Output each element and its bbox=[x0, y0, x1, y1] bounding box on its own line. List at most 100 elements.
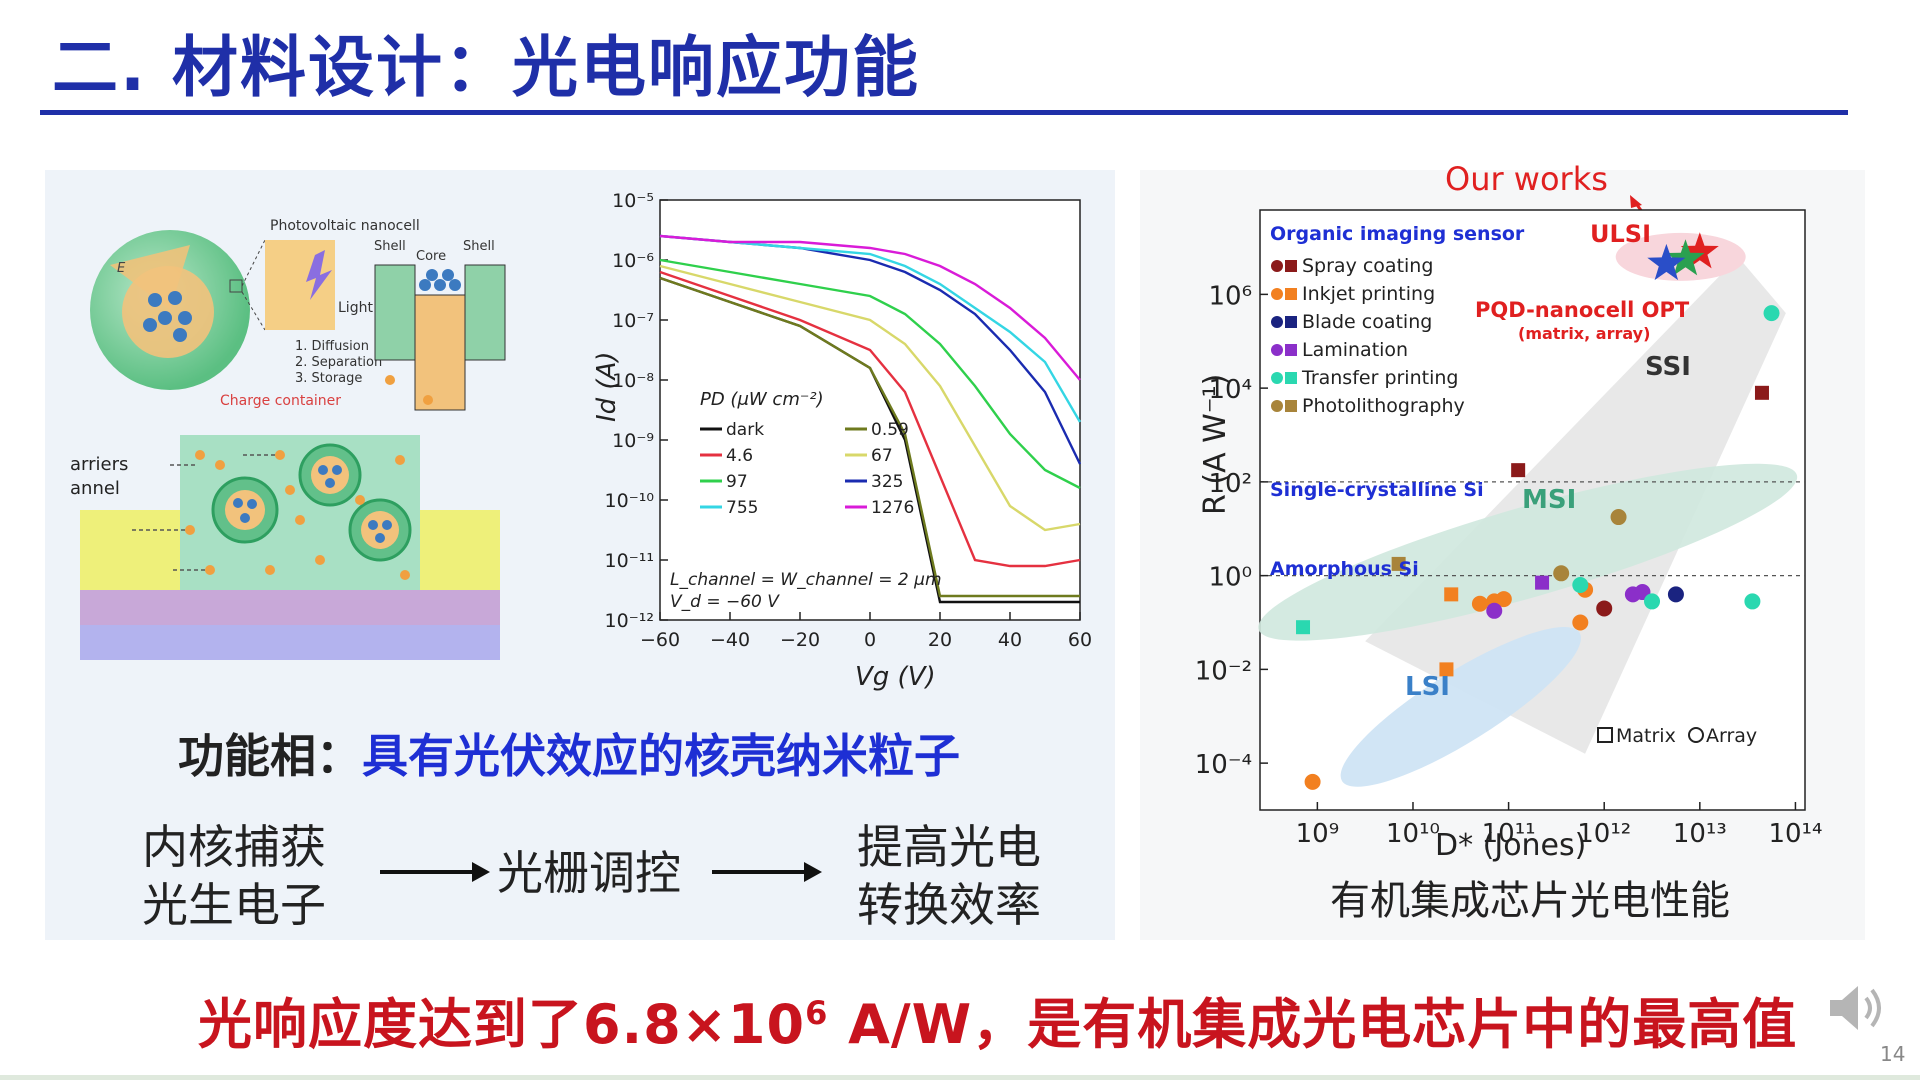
arrow-icon bbox=[380, 862, 490, 882]
y-tick-label: 10⁻⁷ bbox=[612, 310, 654, 332]
transfer-curve-chart: 10⁻⁵ 10⁻⁶ 10⁻⁷ 10⁻⁸ 10⁻⁹ 10⁻¹⁰ 10⁻¹¹ 10⁻¹² −60 −… bbox=[592, 190, 1092, 692]
y-tick-label: 10⁻⁴ bbox=[1195, 750, 1252, 780]
plot-frame bbox=[659, 199, 1081, 621]
nanocell-diagram: E Photovoltaic nanocell Light 1. Diffusi… bbox=[70, 218, 506, 660]
data-point-inkjet-printing bbox=[1471, 595, 1488, 612]
data-point-transfer-printing bbox=[1763, 305, 1780, 322]
pqd-label: PQD-nanocell OPT bbox=[1475, 298, 1690, 322]
series-line-4_6 bbox=[659, 270, 1081, 568]
y-tick-label: 10⁻⁸ bbox=[612, 370, 654, 392]
x-tick-label: 20 bbox=[928, 629, 952, 651]
x-tick-label: −60 bbox=[640, 629, 680, 651]
x-tick-label: 10¹² bbox=[1577, 819, 1631, 849]
x-tick-label: −40 bbox=[710, 629, 750, 651]
title-rule bbox=[40, 110, 1848, 115]
series-line-1276 bbox=[659, 234, 1081, 381]
series-line-97 bbox=[659, 258, 1081, 490]
legend-square-photolithography bbox=[1285, 400, 1297, 412]
legend-label-dark: dark bbox=[726, 420, 764, 440]
legend-circle-transfer-printing bbox=[1271, 372, 1283, 384]
page-number: 14 bbox=[1880, 1042, 1906, 1066]
data-point-transfer-printing bbox=[1572, 577, 1589, 593]
legend-label-transfer-printing: Transfer printing bbox=[1301, 367, 1458, 389]
x-axis-label: Vg (V) bbox=[855, 662, 936, 692]
legend-label-97: 97 bbox=[726, 472, 748, 492]
legend-label-inkjet-printing: Inkjet printing bbox=[1302, 283, 1435, 305]
organic-sensor-legend-title: Organic imaging sensor bbox=[1270, 223, 1525, 245]
data-point-spray-coating bbox=[1754, 385, 1769, 400]
data-point-inkjet-printing bbox=[1495, 591, 1512, 608]
data-point-transfer-printing bbox=[1744, 593, 1761, 610]
data-point-transfer-printing bbox=[1644, 593, 1661, 610]
x-tick-label: 40 bbox=[998, 629, 1022, 651]
drain-voltage-annotation: V_d = −60 V bbox=[670, 592, 780, 612]
chart-caption: 有机集成芯片光电性能 bbox=[1330, 878, 1730, 924]
series-line-67 bbox=[659, 264, 1081, 532]
legend-square-spray-coating bbox=[1285, 260, 1297, 272]
legend-title: PD (μW cm⁻²) bbox=[700, 389, 824, 410]
functional-label: 功能相： bbox=[178, 729, 362, 783]
step-storage: 3. Storage bbox=[295, 371, 362, 386]
data-point-transfer-printing bbox=[1296, 620, 1311, 635]
core-label: Core bbox=[416, 249, 446, 264]
single-si-label: Single-crystalline Si bbox=[1270, 479, 1484, 501]
data-point-spray-coating bbox=[1596, 600, 1613, 617]
flow-step-3-line1: 提高光电 bbox=[857, 820, 1041, 874]
series-line-755 bbox=[659, 234, 1082, 423]
x-tick-label: 10⁹ bbox=[1296, 819, 1340, 849]
y-axis-label: Id (A) bbox=[592, 351, 622, 422]
x-axis-label-2: D* (Jones) bbox=[1435, 828, 1586, 863]
msi-region bbox=[1258, 463, 1798, 641]
legend-label-lamination: Lamination bbox=[1302, 339, 1408, 361]
flow-step-1-line2: 光生电子 bbox=[142, 878, 326, 932]
legend-circle-inkjet-printing bbox=[1271, 288, 1283, 300]
legend-label-755: 755 bbox=[726, 498, 758, 518]
flow-step-1-line1: 内核捕获 bbox=[142, 820, 326, 874]
y-tick-label: 10⁻² bbox=[1195, 656, 1252, 686]
msi-label: MSI bbox=[1522, 485, 1576, 515]
pv-nanocell-label: Photovoltaic nanocell bbox=[270, 218, 420, 234]
shell-right-label: Shell bbox=[463, 239, 495, 254]
lsi-label: LSI bbox=[1405, 672, 1450, 702]
legend-square-transfer-printing bbox=[1285, 372, 1297, 384]
bottom-bar bbox=[0, 1075, 1920, 1080]
functional-phase: 功能相：具有光伏效应的核壳纳米粒子 bbox=[178, 720, 960, 786]
speaker-icon[interactable] bbox=[1826, 980, 1890, 1036]
slide-title: 二. 材料设计：光电响应功能 bbox=[52, 29, 921, 106]
legend-circle-lamination bbox=[1271, 344, 1283, 356]
x-tick-label: 10¹³ bbox=[1673, 819, 1727, 849]
channel-dim-annotation: L_channel = W_channel = 2 μm bbox=[670, 570, 942, 590]
legend-circle-photolithography bbox=[1271, 400, 1283, 412]
shell-left-label: Shell bbox=[374, 239, 406, 254]
flow-step-3: 提高光电 转换效率 bbox=[857, 818, 1041, 934]
ulsi-label: ULSI bbox=[1590, 220, 1651, 248]
legend-label-67: 67 bbox=[871, 446, 893, 466]
amorphous-si-label: Amorphous Si bbox=[1270, 558, 1419, 580]
data-point-lamination bbox=[1486, 602, 1503, 619]
pqd-sub-label: (matrix, array) bbox=[1518, 324, 1650, 343]
data-point-photolithography bbox=[1553, 565, 1570, 582]
legend-label-0_59: 0.59 bbox=[871, 420, 909, 440]
legend-label-spray-coating: Spray coating bbox=[1302, 255, 1433, 277]
conclusion-post: A/W，是有机集成光电芯片中的最高值 bbox=[828, 993, 1798, 1056]
functional-text: 具有光伏效应的核壳纳米粒子 bbox=[362, 729, 960, 783]
legend-square-inkjet-printing bbox=[1285, 288, 1297, 300]
flow-step-1: 内核捕获 光生电子 bbox=[142, 818, 326, 934]
legend-label-blade-coating: Blade coating bbox=[1302, 311, 1432, 333]
y-tick-label: 10² bbox=[1208, 469, 1252, 499]
series-line-0_59 bbox=[659, 276, 1080, 598]
legend-label-1276: 1276 bbox=[871, 498, 914, 518]
data-point-blade-coating bbox=[1667, 586, 1684, 603]
legend-square-lamination bbox=[1285, 344, 1297, 356]
carriers-label: arriers bbox=[70, 454, 128, 475]
conclusion-sup: 6 bbox=[805, 994, 829, 1032]
x-tick-label: 60 bbox=[1068, 629, 1092, 651]
legend-circle-spray-coating bbox=[1271, 260, 1283, 272]
y-tick-label: 10⁻¹⁰ bbox=[605, 490, 654, 512]
flow-step-3-line2: 转换效率 bbox=[857, 878, 1041, 932]
y-tick-label: 10⁶ bbox=[1208, 281, 1252, 311]
y-tick-label: 10⁴ bbox=[1208, 375, 1252, 405]
x-tick-label: 10¹⁰ bbox=[1386, 819, 1440, 849]
legend-circle-blade-coating bbox=[1271, 316, 1283, 328]
light-label: Light bbox=[338, 300, 373, 316]
